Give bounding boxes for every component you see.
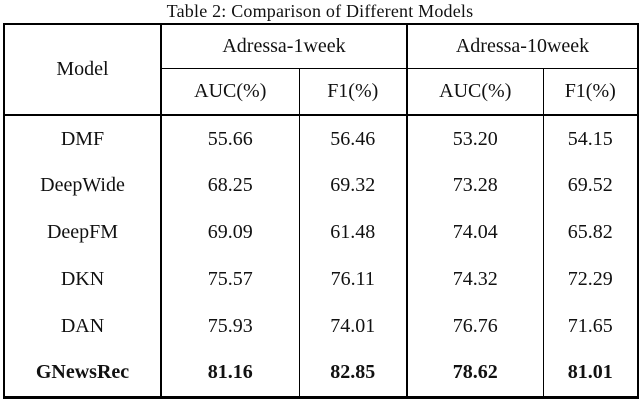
value-cell: 65.82	[567, 221, 613, 243]
value-cell: 78.62	[407, 350, 544, 397]
value-cell: 69.52	[567, 174, 613, 196]
table-row-dan: DAN 75.93 74.01 76.76 71.65	[4, 303, 638, 350]
value-cell: 75.93	[161, 303, 300, 350]
model-cell: DAN	[4, 303, 162, 350]
group-header-adressa-10week: Adressa-10week	[407, 24, 638, 69]
value-cell: 75.57	[161, 256, 300, 303]
value-cell: 76.76	[407, 303, 544, 350]
value-cell: 81.16	[161, 350, 300, 397]
value-cell: 74.04	[407, 209, 544, 256]
column-header-model: Model	[4, 24, 162, 116]
model-cell: GNewsRec	[4, 350, 162, 397]
value-cell: 74.32	[407, 256, 544, 303]
results-table: Model Adressa-1week Adressa-10week AUC(%…	[3, 23, 639, 399]
value-cell: 53.20	[407, 115, 544, 162]
value-cell: 69.09	[161, 209, 300, 256]
model-cell: DMF	[4, 115, 162, 162]
model-cell: DKN	[4, 256, 162, 303]
group-header-adressa-1week: Adressa-1week	[161, 24, 408, 69]
group-header-row: Model Adressa-1week Adressa-10week	[4, 24, 638, 116]
value-cell: 69.32	[299, 162, 408, 209]
table-row-deepwide: DeepWide 68.25 69.32 73.28 69.52	[4, 162, 638, 209]
value-cell: 68.25	[161, 162, 300, 209]
table-row-dkn: DKN 75.57 76.11 74.32 72.29	[4, 256, 638, 303]
value-cell: 82.85	[299, 350, 408, 397]
value-cell: 54.15	[567, 127, 613, 150]
model-cell: DeepFM	[4, 209, 162, 256]
subcolumn-header-auc-1week: AUC(%)	[161, 68, 300, 116]
value-cell: 74.01	[299, 303, 408, 350]
model-cell: DeepWide	[4, 162, 162, 209]
subcolumn-header-row: AUC(%) F1(%) AUC(%) F1(%)	[4, 68, 638, 116]
subcolumn-header-auc-10week: AUC(%)	[407, 68, 544, 116]
value-cell: 71.65	[567, 315, 613, 337]
value-cell: 81.01	[567, 361, 613, 384]
value-cell: 56.46	[299, 115, 408, 162]
value-cell: 76.11	[299, 256, 408, 303]
table-row-deepfm: DeepFM 69.09 61.48 74.04 65.82	[4, 209, 638, 256]
value-cell: 72.29	[567, 268, 613, 290]
value-cell: 73.28	[407, 162, 544, 209]
subcolumn-header-f1-10week: F1(%)	[543, 68, 638, 116]
table-caption: Table 2: Comparison of Different Models	[166, 1, 474, 21]
value-cell: 61.48	[299, 209, 408, 256]
value-cell: 55.66	[161, 115, 300, 162]
subcolumn-header-f1-1week: F1(%)	[299, 68, 408, 116]
table-row-gnewsrec: GNewsRec 81.16 82.85 78.62 81.01	[4, 350, 638, 397]
table-row-dmf: DMF 55.66 56.46 53.20 54.15	[4, 115, 638, 162]
